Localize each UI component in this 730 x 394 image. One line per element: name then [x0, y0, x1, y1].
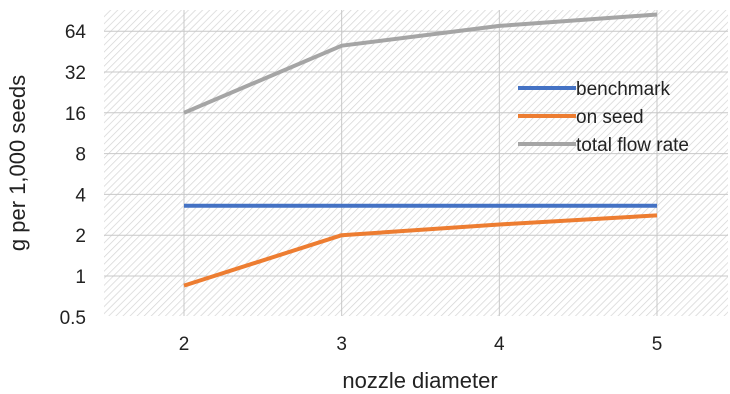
y-tick-labels: 0.5 1 2 4 8 16 32 64 — [60, 22, 87, 329]
x-tick-label: 5 — [652, 334, 663, 355]
y-tick-label: 2 — [75, 226, 86, 247]
y-tick-label: 4 — [75, 185, 86, 206]
x-tick-label: 4 — [494, 334, 505, 355]
y-tick-label: 8 — [75, 145, 86, 166]
x-tick-label: 2 — [179, 334, 190, 355]
legend-label-on-seed: on seed — [576, 107, 644, 128]
legend: benchmark on seed total flow rate — [518, 79, 689, 156]
x-tick-labels: 2 3 4 5 — [179, 334, 663, 355]
plot-area — [104, 10, 728, 316]
y-tick-label: 0.5 — [60, 308, 86, 329]
x-gridlines — [183, 10, 658, 316]
x-axis-title: nozzle diameter — [342, 368, 497, 393]
y-tick-label: 32 — [65, 63, 86, 84]
y-tick-label: 64 — [65, 22, 87, 43]
y-axis-title: g per 1,000 seeds — [5, 75, 30, 251]
y-tick-label: 1 — [75, 267, 86, 288]
y-tick-label: 16 — [65, 104, 86, 125]
legend-label-total-flow-rate: total flow rate — [576, 135, 689, 156]
series-line-total-flow-rate — [183, 12, 658, 115]
series-lines — [183, 12, 658, 288]
series-line-on-seed — [183, 213, 658, 288]
legend-label-benchmark: benchmark — [576, 79, 670, 100]
x-tick-label: 3 — [336, 334, 347, 355]
